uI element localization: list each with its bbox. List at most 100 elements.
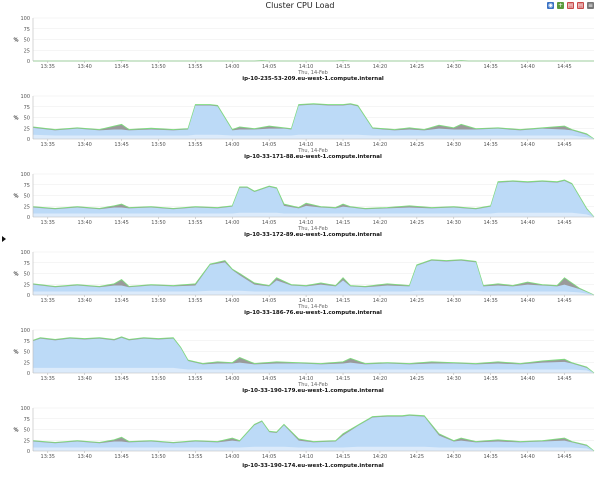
chart-title: ip-10-33-171-88.eu-west-1.compute.intern…: [244, 154, 382, 160]
x-tick-label: 14:35: [483, 376, 497, 382]
y-axis-label: %: [13, 194, 18, 200]
x-tick-label: 13:55: [188, 220, 202, 226]
y-axis-label: %: [13, 116, 18, 122]
x-tick-label: 13:45: [114, 220, 128, 226]
x-tick-label: 13:35: [41, 64, 55, 70]
chart-type-icon[interactable]: ◉: [547, 1, 554, 9]
y-tick-label: 50: [24, 428, 30, 434]
x-tick-label: 14:45: [557, 220, 571, 226]
y-tick-label: 100: [20, 328, 30, 334]
x-tick-label: 14:25: [410, 454, 424, 460]
series-outline: [32, 103, 595, 140]
series-outline: [32, 179, 595, 218]
y-tick-label: 100: [20, 94, 30, 100]
y-axis-label: %: [13, 350, 18, 356]
x-tick-label: 14:15: [336, 220, 350, 226]
chart-title: ip-10-33-172-89.eu-west-1.compute.intern…: [244, 232, 382, 238]
x-tick-label: 14:00: [225, 376, 239, 382]
chart-3: 0 25 50 75 100 13:35 13:40 13:45 13:50 13:55 14:00…: [13, 250, 595, 316]
x-tick-label: 14:25: [410, 376, 424, 382]
x-tick-label: 14:30: [447, 376, 461, 382]
x-tick-label: 13:35: [41, 376, 55, 382]
x-tick-label: 14:30: [447, 142, 461, 148]
print-icon[interactable]: ▤: [567, 1, 574, 9]
x-tick-label: 14:15: [336, 142, 350, 148]
x-tick-label: 13:45: [114, 454, 128, 460]
chart-title: ip-10-33-186-76.eu-west-1.compute.intern…: [244, 310, 382, 316]
x-tick-label: 14:45: [557, 142, 571, 148]
x-tick-label: 13:55: [188, 64, 202, 70]
add-chart-icon[interactable]: +: [557, 1, 564, 9]
y-tick-label: 50: [24, 38, 30, 44]
chart-2: 0 25 50 75 100 13:35 13:40 13:45 13:50 13:55 14:00…: [13, 172, 595, 238]
x-tick-label: 13:40: [77, 220, 91, 226]
y-tick-label: 50: [24, 194, 30, 200]
x-tick-label: 13:40: [77, 142, 91, 148]
x-tick-label: 14:40: [520, 142, 534, 148]
area-series-2: [33, 446, 594, 451]
series-outline: [32, 414, 595, 452]
x-tick-label: 14:10: [299, 298, 313, 304]
y-tick-label: 50: [24, 272, 30, 278]
x-tick-label: 14:45: [557, 376, 571, 382]
x-tick-label: 14:45: [557, 454, 571, 460]
x-tick-label: 13:50: [151, 298, 165, 304]
y-tick-label: 25: [24, 126, 30, 132]
area-series-1: [33, 260, 594, 295]
x-tick-label: 14:25: [410, 142, 424, 148]
x-tick-label: 14:40: [520, 376, 534, 382]
x-tick-label: 13:45: [114, 298, 128, 304]
x-axis-label: Thu, 14-Feb: [297, 382, 328, 388]
x-tick-label: 14:15: [336, 64, 350, 70]
chart-toolbar: ◉ + ▤ ▤ ≡: [547, 1, 594, 9]
x-tick-label: 14:20: [373, 142, 387, 148]
x-tick-label: 13:55: [188, 298, 202, 304]
y-tick-label: 25: [24, 204, 30, 210]
y-tick-label: 75: [24, 183, 30, 189]
chart-1: 0 25 50 75 100 13:35 13:40 13:45 13:50 13:55 14:00…: [13, 94, 595, 160]
y-tick-label: 100: [20, 16, 30, 22]
y-tick-label: 100: [20, 406, 30, 412]
x-tick-label: 14:15: [336, 454, 350, 460]
x-tick-label: 14:25: [410, 64, 424, 70]
x-tick-label: 14:10: [299, 454, 313, 460]
y-tick-label: 75: [24, 417, 30, 423]
x-tick-label: 14:45: [557, 298, 571, 304]
x-tick-label: 13:50: [151, 454, 165, 460]
area-series-1: [33, 415, 594, 451]
y-tick-label: 100: [20, 172, 30, 178]
y-tick-label: 75: [24, 261, 30, 267]
x-axis-label: Thu, 14-Feb: [297, 226, 328, 232]
menu-icon[interactable]: ≡: [587, 1, 594, 9]
y-tick-label: 25: [24, 282, 30, 288]
x-tick-label: 13:40: [77, 454, 91, 460]
area-series-1: [33, 104, 594, 139]
chart-title: ip-10-33-190-174.eu-west-1.compute.inter…: [242, 463, 384, 469]
x-tick-label: 14:20: [373, 376, 387, 382]
x-tick-label: 13:40: [77, 64, 91, 70]
x-tick-label: 14:00: [225, 142, 239, 148]
y-tick-label: 100: [20, 250, 30, 256]
x-tick-label: 14:10: [299, 220, 313, 226]
x-tick-label: 14:35: [483, 64, 497, 70]
expand-arrow-icon[interactable]: [2, 236, 6, 242]
y-axis-label: %: [13, 272, 18, 278]
series-outline: [32, 336, 595, 374]
export-icon[interactable]: ▤: [577, 1, 584, 9]
x-tick-label: 14:05: [262, 454, 276, 460]
x-tick-label: 14:10: [299, 376, 313, 382]
y-tick-label: 75: [24, 105, 30, 111]
x-tick-label: 13:35: [41, 454, 55, 460]
x-tick-label: 13:45: [114, 64, 128, 70]
x-tick-label: 13:45: [114, 142, 128, 148]
y-axis-label: %: [13, 428, 18, 434]
x-tick-label: 14:05: [262, 298, 276, 304]
y-tick-label: 0: [27, 449, 30, 455]
y-tick-label: 0: [27, 293, 30, 299]
x-tick-label: 14:05: [262, 142, 276, 148]
x-tick-label: 14:00: [225, 64, 239, 70]
area-series-2: [33, 367, 594, 373]
x-tick-label: 13:40: [77, 298, 91, 304]
y-tick-label: 75: [24, 27, 30, 33]
x-tick-label: 14:30: [447, 64, 461, 70]
